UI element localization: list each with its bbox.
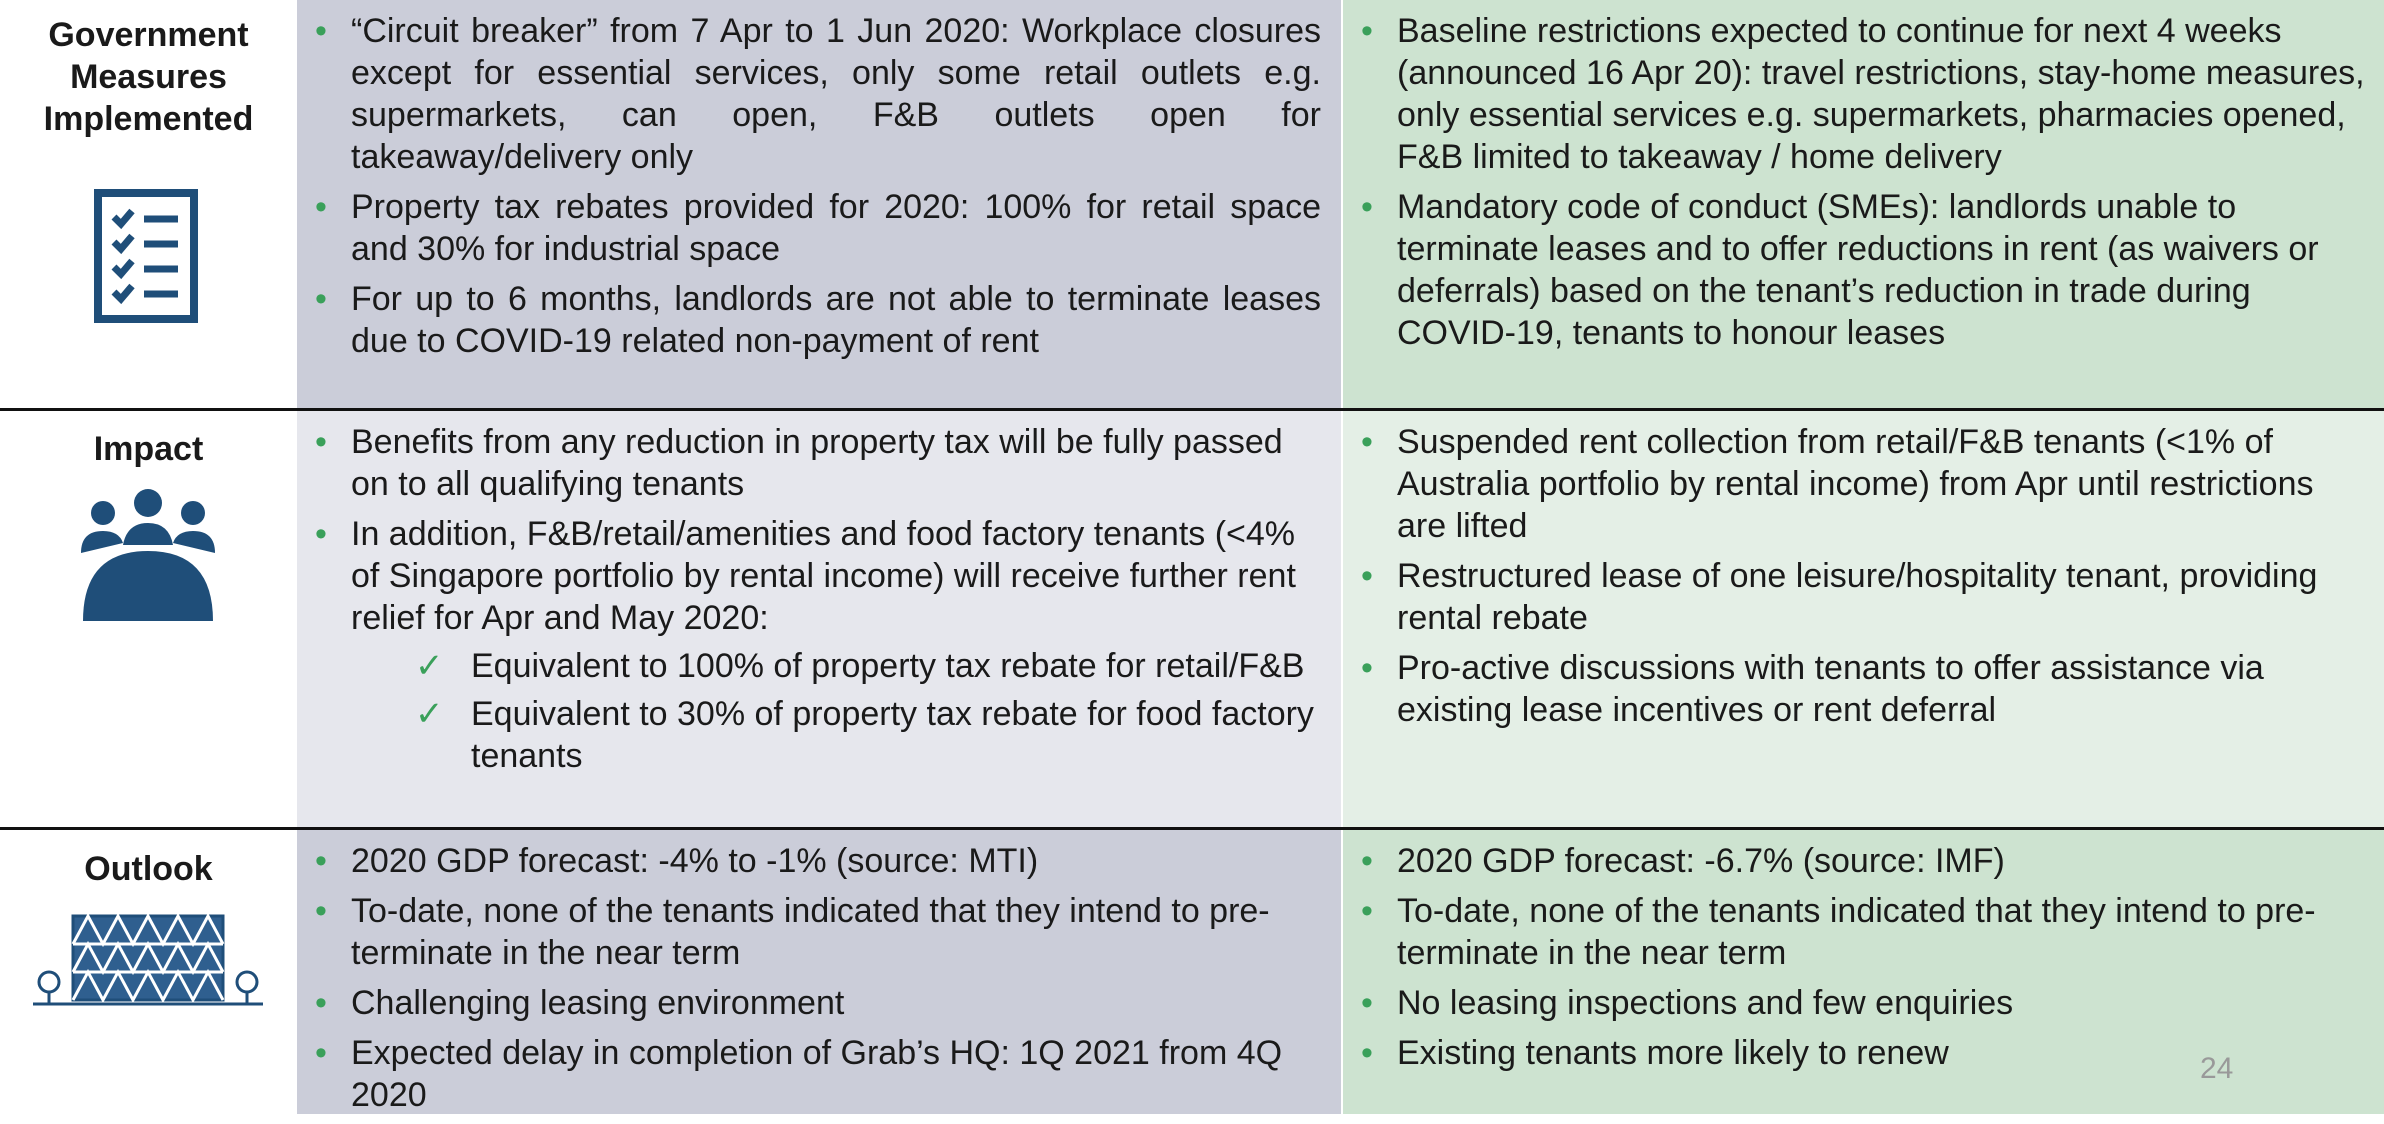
bullet-item: Challenging leasing environment — [311, 982, 1321, 1024]
bullet-item: Baseline restrictions expected to contin… — [1357, 10, 2370, 178]
bullet-text: Existing tenants more likely to renew — [1397, 1034, 1949, 1072]
bullet-item: Pro-active discussions with tenants to o… — [1357, 647, 2370, 731]
bullet-text: Restructured lease of one leisure/hospit… — [1397, 557, 2318, 637]
building-icon — [33, 912, 263, 1006]
bullet-item: Expected delay in completion of Grab’s H… — [311, 1032, 1321, 1116]
bullet-text: 2020 GDP forecast: -4% to -1% (source: M… — [351, 842, 1039, 880]
bullet-text: For up to 6 months, landlords are not ab… — [351, 280, 1321, 360]
bullet-item: Restructured lease of one leisure/hospit… — [1357, 555, 2370, 639]
row-separator — [0, 408, 2384, 411]
bullet-list: “Circuit breaker” from 7 Apr to 1 Jun 20… — [311, 10, 1321, 362]
bullet-list: 2020 GDP forecast: -6.7% (source: IMF) To… — [1357, 840, 2370, 1074]
row-label: Impact — [93, 430, 204, 468]
sub-item: Equivalent to 30% of property tax rebate… — [351, 693, 1321, 777]
bullet-text: Benefits from any reduction in property … — [351, 423, 1283, 503]
bullet-list: Benefits from any reduction in property … — [311, 421, 1321, 777]
bullet-item: For up to 6 months, landlords are not ab… — [311, 278, 1321, 362]
cell: 2020 GDP forecast: -6.7% (source: IMF) To… — [1343, 830, 2384, 1082]
bullet-text: Challenging leasing environment — [351, 984, 845, 1022]
bullet-text: Mandatory code of conduct (SMEs): landlo… — [1397, 188, 2319, 352]
bullet-item: Suspended rent collection from retail/F&… — [1357, 421, 2370, 547]
bullet-text: In addition, F&B/retail/amenities and fo… — [351, 515, 1296, 637]
bullet-item: No leasing inspections and few enquiries — [1357, 982, 2370, 1024]
sub-list: Equivalent to 100% of property tax rebat… — [351, 645, 1321, 777]
cell: Suspended rent collection from retail/F&… — [1343, 411, 2384, 739]
row-label: Outlook — [84, 850, 213, 888]
bullet-text: Expected delay in completion of Grab’s H… — [351, 1034, 1283, 1114]
bullet-text: “Circuit breaker” from 7 Apr to 1 Jun 20… — [351, 12, 1321, 176]
bullet-list: Suspended rent collection from retail/F&… — [1357, 421, 2370, 731]
bullet-list: Baseline restrictions expected to contin… — [1357, 10, 2370, 354]
bullet-list: 2020 GDP forecast: -4% to -1% (source: M… — [311, 840, 1321, 1116]
bullet-item: Property tax rebates provided for 2020: … — [311, 186, 1321, 270]
row-label: Government Measures Implemented — [43, 16, 254, 138]
checklist-icon — [94, 189, 198, 323]
bullet-item: Mandatory code of conduct (SMEs): landlo… — [1357, 186, 2370, 354]
bullet-item: In addition, F&B/retail/amenities and fo… — [311, 513, 1321, 777]
bullet-item: Benefits from any reduction in property … — [311, 421, 1321, 505]
row-separator — [0, 827, 2384, 830]
bullet-text: 2020 GDP forecast: -6.7% (source: IMF) — [1397, 842, 2005, 880]
people-icon — [81, 489, 215, 621]
bullet-text: Suspended rent collection from retail/F&… — [1397, 423, 2314, 545]
sub-item: Equivalent to 100% of property tax rebat… — [351, 645, 1321, 687]
bullet-text: To-date, none of the tenants indicated t… — [351, 892, 1270, 972]
bullet-item: 2020 GDP forecast: -6.7% (source: IMF) — [1357, 840, 2370, 882]
bullet-item: To-date, none of the tenants indicated t… — [1357, 890, 2370, 974]
bullet-item: “Circuit breaker” from 7 Apr to 1 Jun 20… — [311, 10, 1321, 178]
cell: “Circuit breaker” from 7 Apr to 1 Jun 20… — [297, 0, 1341, 370]
cell: 2020 GDP forecast: -4% to -1% (source: M… — [297, 830, 1341, 1124]
cell: Baseline restrictions expected to contin… — [1343, 0, 2384, 362]
cell: Benefits from any reduction in property … — [297, 411, 1341, 785]
bullet-text: Pro-active discussions with tenants to o… — [1397, 649, 2264, 729]
bullet-item: 2020 GDP forecast: -4% to -1% (source: M… — [311, 840, 1321, 882]
bullet-text: To-date, none of the tenants indicated t… — [1397, 892, 2316, 972]
bullet-item: Existing tenants more likely to renew — [1357, 1032, 2370, 1074]
bullet-text: Baseline restrictions expected to contin… — [1397, 12, 2365, 176]
bullet-item: To-date, none of the tenants indicated t… — [311, 890, 1321, 974]
bullet-text: Property tax rebates provided for 2020: … — [351, 188, 1321, 268]
page-number: 24 — [2200, 1052, 2234, 1085]
bullet-text: No leasing inspections and few enquiries — [1397, 984, 2014, 1022]
